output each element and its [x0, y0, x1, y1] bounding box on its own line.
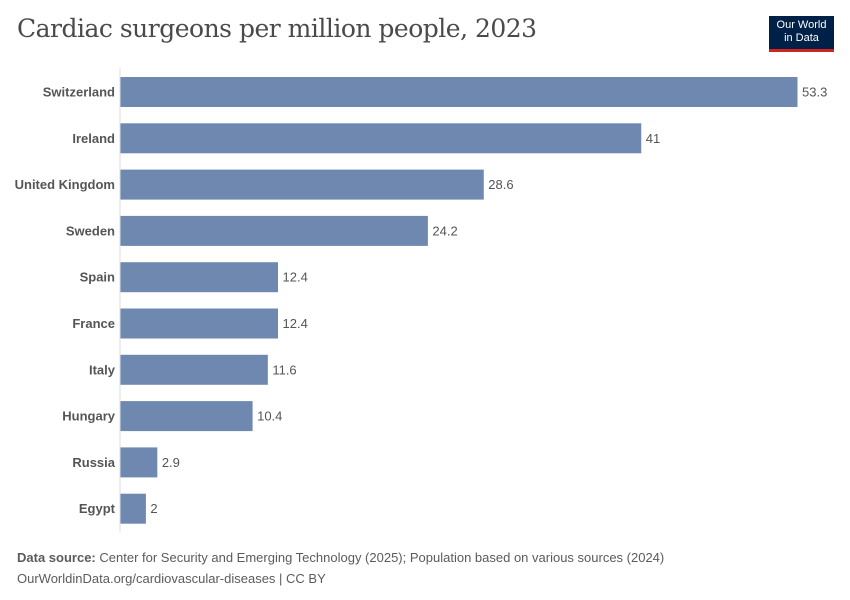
bar[interactable]	[120, 215, 428, 246]
category-label: Egypt	[79, 501, 116, 516]
value-label: 53.3	[802, 85, 827, 100]
bar[interactable]	[120, 169, 484, 200]
logo-line2: in Data	[784, 32, 819, 44]
chart-title: Cardiac surgeons per million people, 202…	[17, 14, 537, 43]
bar-chart: Switzerland 53.3 Ireland 41 United Kingdom 28…	[15, 68, 827, 532]
category-label: Switzerland	[43, 85, 115, 100]
bar[interactable]	[120, 401, 253, 432]
footer: Data source: Center for Security and Eme…	[17, 547, 664, 589]
category-label: France	[72, 316, 115, 331]
source-label: Data source:	[17, 550, 96, 565]
logo-line1: Our World	[776, 19, 827, 31]
bar[interactable]	[120, 354, 268, 385]
bar[interactable]	[120, 77, 798, 107]
value-label: 10.4	[257, 409, 282, 424]
value-label: 12.4	[283, 316, 308, 331]
category-label: Russia	[72, 455, 115, 470]
value-label: 24.2	[432, 223, 457, 238]
category-label: Hungary	[62, 409, 116, 424]
footer-url[interactable]: OurWorldinData.org/cardiovascular-diseas…	[17, 571, 326, 586]
category-label: Ireland	[72, 131, 115, 146]
value-label: 2	[150, 501, 157, 516]
bar[interactable]	[120, 262, 279, 293]
category-label: Sweden	[66, 223, 115, 238]
value-label: 11.6	[272, 362, 296, 377]
owid-logo[interactable]: Our World in Data	[769, 16, 834, 52]
bar[interactable]	[120, 447, 158, 478]
value-label: 2.9	[162, 455, 180, 470]
bar[interactable]	[120, 493, 146, 524]
bar[interactable]	[120, 308, 279, 339]
value-label: 12.4	[283, 270, 308, 285]
value-label: 28.6	[488, 177, 513, 192]
category-label: United Kingdom	[15, 177, 115, 192]
bar[interactable]	[120, 123, 642, 154]
category-label: Italy	[89, 362, 116, 377]
category-label: Spain	[80, 270, 115, 285]
source-text: Center for Security and Emerging Technol…	[99, 550, 665, 565]
value-label: 41	[646, 131, 660, 146]
